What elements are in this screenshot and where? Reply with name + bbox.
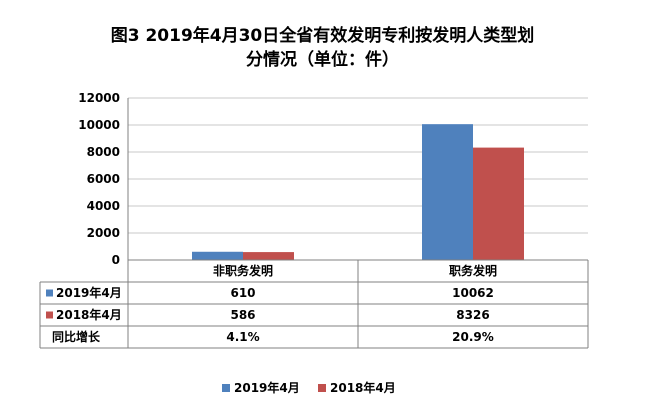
legend-key (46, 289, 53, 297)
data-value-cell: 8326 (456, 308, 489, 322)
y-tick-label: 0 (112, 253, 120, 267)
bar (243, 252, 294, 260)
legend-key (46, 311, 53, 319)
data-value-cell: 10062 (452, 286, 494, 300)
legend-swatch (318, 384, 326, 392)
row-growth-label: 同比增长 (52, 329, 101, 344)
y-tick-label: 4000 (87, 199, 120, 213)
chart-title-line-2: 分情况（单位：件） (246, 50, 399, 70)
bar (422, 124, 473, 261)
legend-label: 2019年4月 (234, 380, 300, 395)
category-label: 职务发明 (449, 263, 497, 278)
chart-title-line-1: 图3 2019年4月30日全省有效发明专利按发明人类型划 (110, 26, 535, 46)
data-value-cell: 586 (230, 308, 255, 322)
growth-value-cell: 20.9% (452, 330, 494, 344)
row-series-label: 2019年4月 (56, 285, 122, 300)
y-tick-label: 8000 (87, 145, 120, 159)
growth-value-cell: 4.1% (226, 330, 259, 344)
chart-title: 图3 2019年4月30日全省有效发明专利按发明人类型划 分情况（单位：件） (0, 24, 645, 72)
legend-swatch (222, 384, 230, 392)
legend-label: 2018年4月 (330, 380, 396, 395)
bar (192, 251, 243, 260)
row-series-label: 2018年4月 (56, 307, 122, 322)
y-tick-label: 2000 (87, 226, 120, 240)
bar (473, 147, 524, 260)
y-tick-label: 6000 (87, 172, 120, 186)
y-tick-label: 10000 (78, 118, 120, 132)
data-value-cell: 610 (230, 286, 255, 300)
y-tick-label: 12000 (78, 91, 120, 105)
category-label: 非职务发明 (213, 263, 273, 278)
